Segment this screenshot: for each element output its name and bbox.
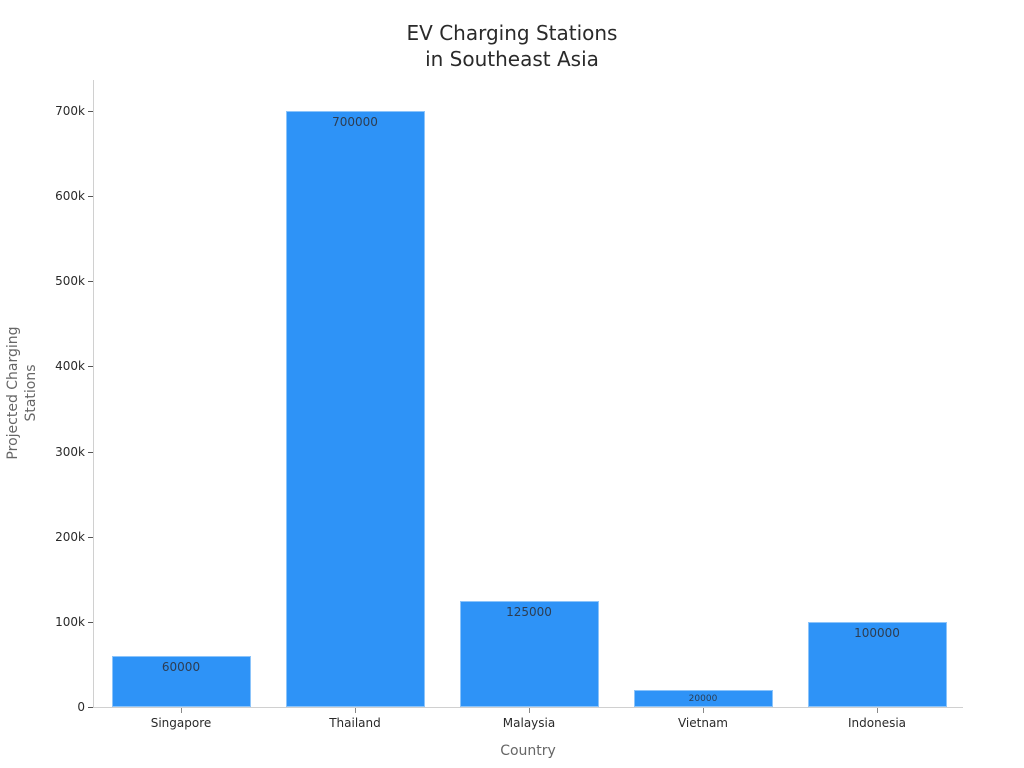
y-tick-mark xyxy=(88,196,93,198)
y-tick-mark xyxy=(88,366,93,368)
x-tick-mark xyxy=(355,708,356,713)
y-tick-mark xyxy=(88,536,93,538)
bar-value-label: 60000 xyxy=(161,659,201,674)
y-tick-label: 100k xyxy=(55,614,85,629)
y-axis-line xyxy=(93,80,94,708)
chart-title-line-1: EV Charging Stations xyxy=(406,21,618,45)
y-tick-label: 0 xyxy=(77,700,85,714)
x-tick-mark xyxy=(529,708,530,713)
y-axis-title-line-1: Projected Charging xyxy=(5,326,21,460)
bar-value-label: 700000 xyxy=(332,115,378,129)
bar-value-label: 20000 xyxy=(688,693,718,704)
y-tick: 700k xyxy=(0,104,93,125)
y-tick-label: 400k xyxy=(55,359,85,374)
bar-singapore[interactable]: 60000 xyxy=(111,655,251,707)
x-tick-label: Indonesia xyxy=(847,716,907,730)
bar-value-label: 100000 xyxy=(854,625,900,640)
y-tick: 400k xyxy=(0,359,93,380)
y-tick-mark xyxy=(88,451,93,453)
bar-value-label: 125000 xyxy=(506,604,552,619)
x-tick-label: Vietnam xyxy=(677,716,728,730)
bar-malaysia[interactable]: 125000 xyxy=(459,600,599,707)
y-tick: 200k xyxy=(0,530,93,551)
y-tick: 600k xyxy=(0,189,93,210)
y-tick: 0 xyxy=(0,700,93,721)
bar-thailand[interactable]: 700000 xyxy=(285,111,425,707)
x-tick-mark xyxy=(703,708,704,713)
y-tick-label: 500k xyxy=(55,274,85,289)
chart-title: EV Charging Stations in Southeast Asia xyxy=(0,20,1024,72)
y-tick: 300k xyxy=(0,445,93,466)
x-tick-mark xyxy=(181,708,182,713)
y-tick-label: 300k xyxy=(55,444,85,459)
y-tick-mark xyxy=(88,621,93,623)
y-tick-mark xyxy=(88,111,93,112)
bar-indonesia[interactable]: 100000 xyxy=(807,621,947,707)
y-axis-title: Projected Charging Stations xyxy=(4,283,40,503)
y-tick: 500k xyxy=(0,274,93,295)
y-tick-label: 200k xyxy=(55,529,85,544)
y-tick-mark xyxy=(88,281,93,283)
y-tick-label: 700k xyxy=(55,104,85,118)
x-axis-line xyxy=(93,707,963,708)
y-tick: 100k xyxy=(0,615,93,636)
x-tick-label: Malaysia xyxy=(502,716,556,730)
y-tick-mark xyxy=(88,707,93,708)
x-axis-title: Country xyxy=(500,743,556,759)
x-tick-label: Thailand xyxy=(329,716,381,730)
y-tick-label: 600k xyxy=(55,189,85,204)
x-tick-label: Singapore xyxy=(150,716,212,730)
x-tick-mark xyxy=(877,708,878,713)
y-axis-title-line-2: Stations xyxy=(23,364,39,422)
chart-title-line-2: in Southeast Asia xyxy=(425,47,599,71)
bar-vietnam[interactable]: 20000 xyxy=(633,689,773,707)
